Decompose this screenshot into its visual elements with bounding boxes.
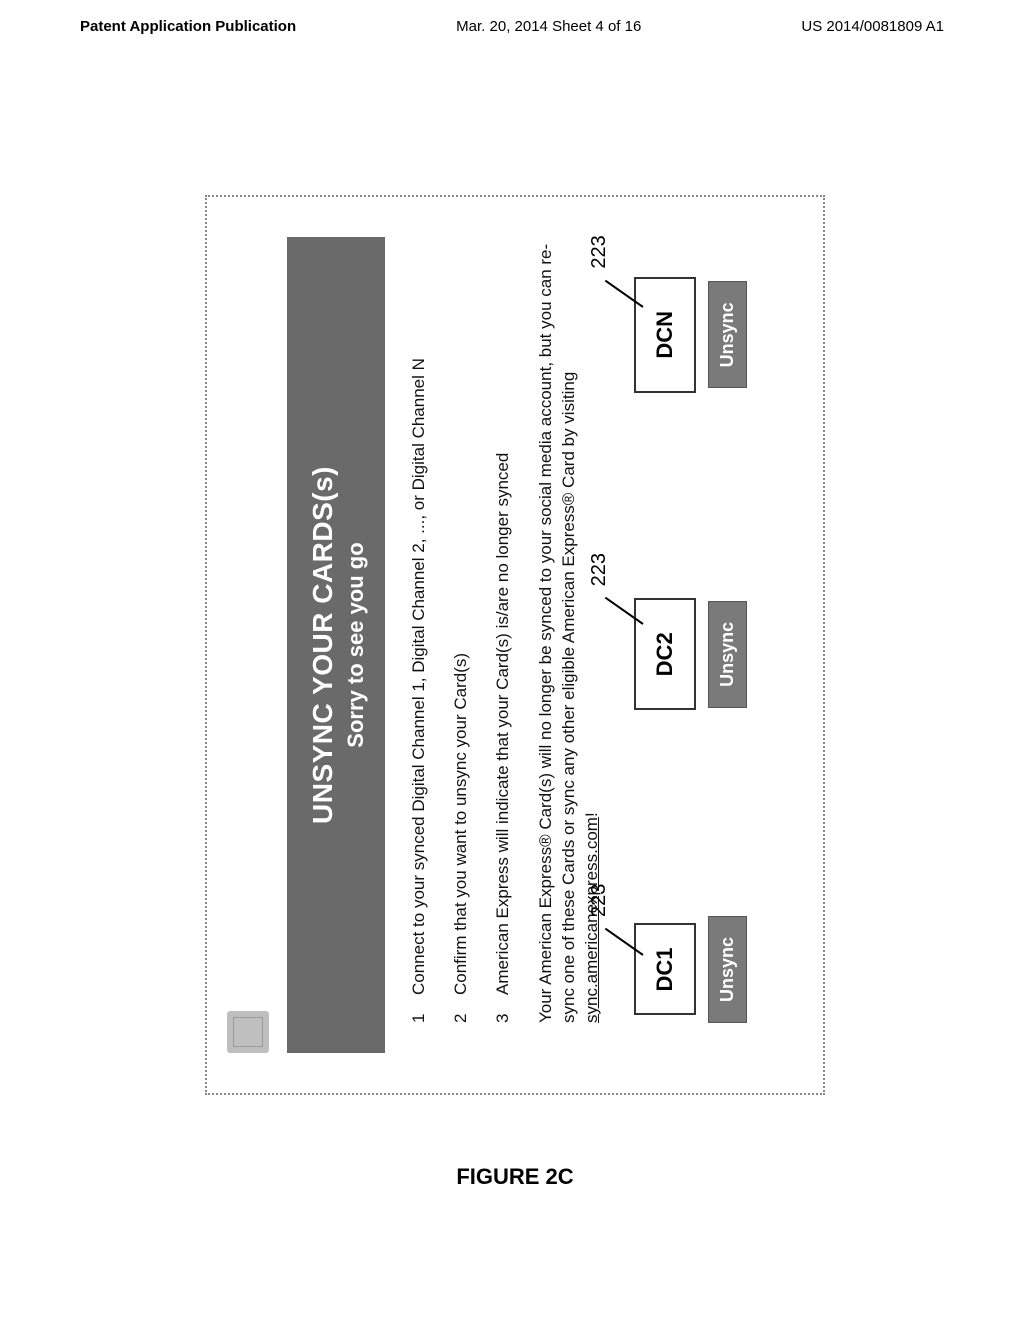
header-right: US 2014/0081809 A1: [801, 18, 944, 35]
paragraph-pre: Your American Express® Card(s) will no l…: [536, 244, 578, 1023]
channel-dcn: 223 DCN Unsync: [634, 277, 747, 393]
unsync-button[interactable]: Unsync: [708, 601, 747, 708]
logo-placeholder: [227, 1011, 269, 1053]
channel-label: DCN: [634, 277, 696, 393]
patent-page-header: Patent Application Publication Mar. 20, …: [0, 0, 1024, 43]
step-number: 1: [409, 995, 429, 1023]
banner-title: UNSYNC YOUR CARDS(s): [307, 247, 339, 1043]
step-row: 1 Connect to your synced Digital Channel…: [409, 237, 429, 1023]
channel-label: DC1: [634, 923, 696, 1015]
step-row: 3 American Express will indicate that yo…: [493, 237, 513, 1023]
banner-subtitle: Sorry to see you go: [343, 247, 369, 1043]
header-left: Patent Application Publication: [80, 18, 296, 35]
steps-list: 1 Connect to your synced Digital Channel…: [409, 237, 513, 1023]
channel-row: 223 DC1 Unsync 223 DC2 Unsync 223 DCN: [634, 237, 747, 1053]
step-text: American Express will indicate that your…: [493, 237, 513, 995]
figure-caption: FIGURE 2C: [456, 1164, 573, 1190]
unsync-button[interactable]: Unsync: [708, 916, 747, 1023]
figure-area: UNSYNC YOUR CARDS(s) Sorry to see you go…: [180, 170, 850, 1120]
channel-label: DC2: [634, 598, 696, 710]
unsync-button[interactable]: Unsync: [708, 281, 747, 388]
step-number: 2: [451, 995, 471, 1023]
unsync-screen: UNSYNC YOUR CARDS(s) Sorry to see you go…: [205, 195, 825, 1095]
step-number: 3: [493, 995, 513, 1023]
step-text: Confirm that you want to unsync your Car…: [451, 237, 471, 995]
banner: UNSYNC YOUR CARDS(s) Sorry to see you go: [287, 237, 385, 1053]
step-row: 2 Confirm that you want to unsync your C…: [451, 237, 471, 1023]
channel-dc2: 223 DC2 Unsync: [634, 598, 747, 710]
info-paragraph: Your American Express® Card(s) will no l…: [535, 237, 604, 1023]
sync-link[interactable]: sync.americanexpress.com: [582, 817, 601, 1023]
header-center: Mar. 20, 2014 Sheet 4 of 16: [456, 18, 641, 35]
step-text: Connect to your synced Digital Channel 1…: [409, 237, 429, 995]
channel-dc1: 223 DC1 Unsync: [634, 916, 747, 1023]
paragraph-post: !: [582, 812, 601, 817]
